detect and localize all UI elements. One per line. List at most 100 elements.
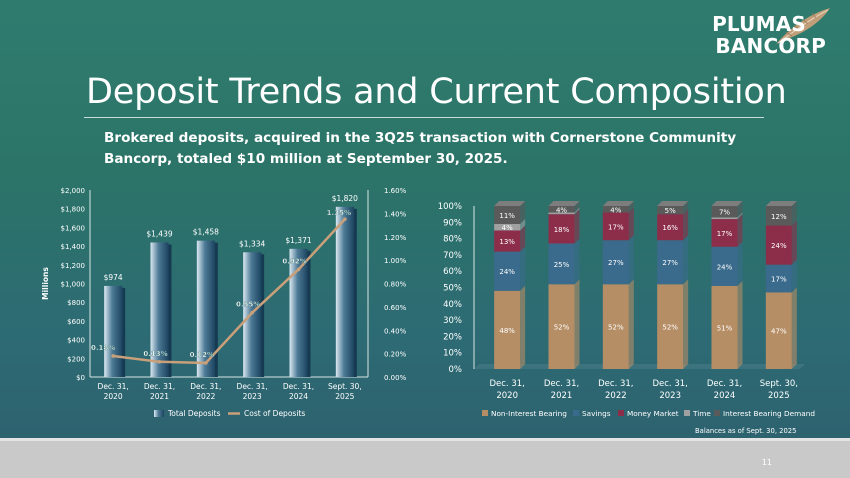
deposit-bar-side xyxy=(214,242,218,377)
y2-tick-label: 1.40% xyxy=(384,210,407,218)
segment-money-market-side xyxy=(791,220,797,265)
y-tick-label: $400 xyxy=(67,337,85,345)
x-tick-label: Dec. 31, 2021 xyxy=(544,379,579,401)
bar-top xyxy=(711,201,743,206)
cost-of-deposits-point xyxy=(250,310,254,315)
segment-non-interest-bearing xyxy=(548,284,575,369)
legend-swatch-total-deposits xyxy=(154,410,164,417)
legend-label-time: Time xyxy=(692,409,711,418)
deposit-bar-label: $1,371 xyxy=(285,236,311,245)
legend-label-total-deposits: Total Deposits xyxy=(167,409,221,418)
legend-label-interest-bearing-demand: Interest Bearing Demand xyxy=(723,409,815,418)
segment-non-interest-bearing-side xyxy=(628,279,634,369)
y2-tick-label: 1.60% xyxy=(384,187,407,195)
deposit-bar-side xyxy=(261,254,265,377)
segment-savings-side xyxy=(737,241,743,286)
segment-label: 5% xyxy=(665,207,676,215)
segment-money-market-side xyxy=(737,214,743,247)
deposit-bar-label: $1,458 xyxy=(193,228,219,237)
segment-interest-bearing-demand-side xyxy=(520,201,526,224)
segment-label: 4% xyxy=(502,224,513,232)
segment-label: 27% xyxy=(608,259,624,267)
segment-label: 47% xyxy=(771,328,787,336)
segment-label: 13% xyxy=(499,238,515,246)
segment-non-interest-bearing-side xyxy=(574,279,580,369)
y-tick-label: $0 xyxy=(76,374,85,382)
deposit-bar-side xyxy=(307,250,311,377)
segment-savings-side xyxy=(520,246,526,291)
x-tick-label: Dec. 31, 2022 xyxy=(598,379,633,401)
y-tick-label: $600 xyxy=(67,318,85,326)
segment-label: 17% xyxy=(608,223,624,231)
y2-tick-label: 1.20% xyxy=(384,234,407,242)
y-tick-label: 0% xyxy=(449,365,463,375)
cost-of-deposits-label: 0.92% xyxy=(282,257,306,265)
segment-label: 4% xyxy=(610,206,621,214)
segment-label: 17% xyxy=(717,230,733,238)
logo-text-line-1: PLUMAS xyxy=(712,12,806,36)
bar-top xyxy=(765,201,797,206)
segment-label: 52% xyxy=(554,324,570,332)
segment-label: 27% xyxy=(662,259,678,267)
x-tick-label: Sept. 30, 2025 xyxy=(760,379,798,401)
y-tick-label: 10% xyxy=(443,349,462,359)
y-tick-label: 60% xyxy=(443,267,462,277)
segment-time-side xyxy=(737,212,743,220)
title-divider xyxy=(84,117,764,118)
segment-savings xyxy=(494,251,521,291)
segment-label: 24% xyxy=(771,242,787,250)
y-tick-label: 100% xyxy=(438,202,462,212)
segment-money-market-side xyxy=(574,209,580,244)
cost-of-deposits-point xyxy=(111,354,115,358)
legend-swatch-interest-bearing-demand xyxy=(714,410,720,416)
segment-non-interest-bearing-side xyxy=(791,287,797,369)
logo-text-line-2: BANCORP xyxy=(715,34,826,58)
segment-interest-bearing-demand-side xyxy=(628,201,634,213)
segment-money-market xyxy=(711,219,738,247)
deposit-bar xyxy=(335,206,354,377)
y-tick-label: $2,000 xyxy=(61,187,86,195)
segment-money-market-side xyxy=(683,209,689,241)
legend-swatch-non-interest-bearing xyxy=(482,410,488,416)
cost-of-deposits-line xyxy=(113,218,346,365)
segment-time xyxy=(711,217,738,220)
segment-non-interest-bearing xyxy=(765,292,792,369)
cost-of-deposits-point xyxy=(204,361,208,365)
deposit-bar-label: $1,439 xyxy=(146,229,172,238)
segment-money-market-side xyxy=(520,225,526,252)
segment-label: 24% xyxy=(499,268,515,276)
y-tick-label: $1,400 xyxy=(61,243,86,251)
x-tick-label: Dec. 31, 2020 xyxy=(98,382,129,401)
deposit-bar-label: $1,820 xyxy=(332,194,358,203)
segment-label: 52% xyxy=(662,324,678,332)
segment-non-interest-bearing xyxy=(602,284,629,369)
segment-non-interest-bearing xyxy=(494,290,521,369)
segment-interest-bearing-demand xyxy=(494,206,521,224)
segment-time-side xyxy=(574,207,580,215)
segment-non-interest-bearing-side xyxy=(737,280,743,369)
segment-label: 48% xyxy=(499,327,515,335)
slide-title: Deposit Trends and Current Composition xyxy=(86,72,787,112)
segment-savings xyxy=(602,240,629,285)
bar-top xyxy=(548,201,580,206)
segment-time-side xyxy=(520,218,526,231)
y2-tick-label: 0.40% xyxy=(384,327,407,335)
legend-label-money-market: Money Market xyxy=(627,409,679,418)
y2-tick-label: 0.00% xyxy=(384,374,407,382)
segment-savings xyxy=(657,240,684,285)
segment-interest-bearing-demand-side xyxy=(737,201,743,218)
segment-label: 11% xyxy=(499,212,515,220)
x-tick-label: Sept. 30, 2025 xyxy=(328,382,362,401)
segment-money-market xyxy=(494,230,521,252)
segment-savings xyxy=(765,264,792,293)
deposit-bar-side xyxy=(168,244,172,377)
legend-label-savings: Savings xyxy=(582,409,611,418)
y-tick-label: $1,000 xyxy=(61,281,86,289)
y2-tick-label: 0.80% xyxy=(384,281,407,289)
segment-interest-bearing-demand xyxy=(711,206,738,218)
cost-of-deposits-point xyxy=(296,267,301,272)
y-axis-title: Millions xyxy=(41,267,50,300)
